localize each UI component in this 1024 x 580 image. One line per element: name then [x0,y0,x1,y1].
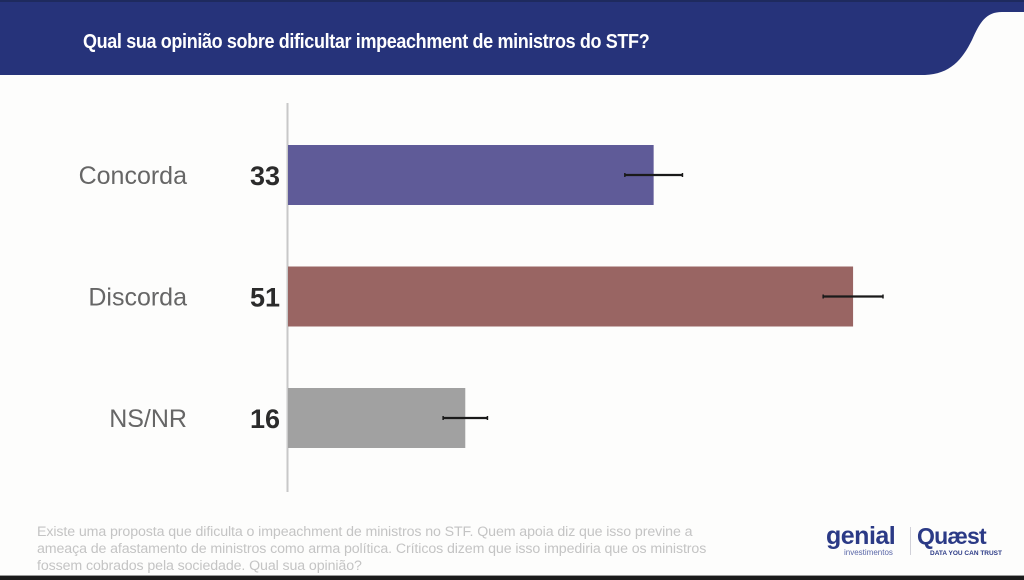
bottom-border [0,575,1024,580]
bar-discorda [288,266,854,327]
top-border [0,0,1024,2]
value-label: 51 [250,283,280,313]
logo-divider [910,527,911,555]
bar-chart: Concorda 33 Discorda 51 NS/NR 16 [79,103,884,492]
brand-logos: genial investimentos Quæst DATA YOU CAN … [822,521,1002,561]
question-footnote: Existe uma proposta que dificulta o impe… [37,524,707,574]
genial-logo: genial [826,522,896,550]
category-label: Discorda [88,284,187,312]
category-label: Concorda [79,162,187,190]
quaest-logo: Quæst [917,523,987,549]
quaest-logo-tagline: DATA YOU CAN TRUST [930,550,1002,557]
header-banner-shape [0,2,1024,75]
header-banner [0,2,1024,75]
bar-nsnr [288,388,466,448]
genial-logo-subtitle: investimentos [844,548,893,557]
value-label: 16 [250,404,280,434]
category-label: NS/NR [109,405,187,433]
value-label: 33 [250,161,280,191]
page-title: Qual sua opinião sobre dificultar impeac… [83,31,650,53]
bar-concorda [288,145,654,205]
